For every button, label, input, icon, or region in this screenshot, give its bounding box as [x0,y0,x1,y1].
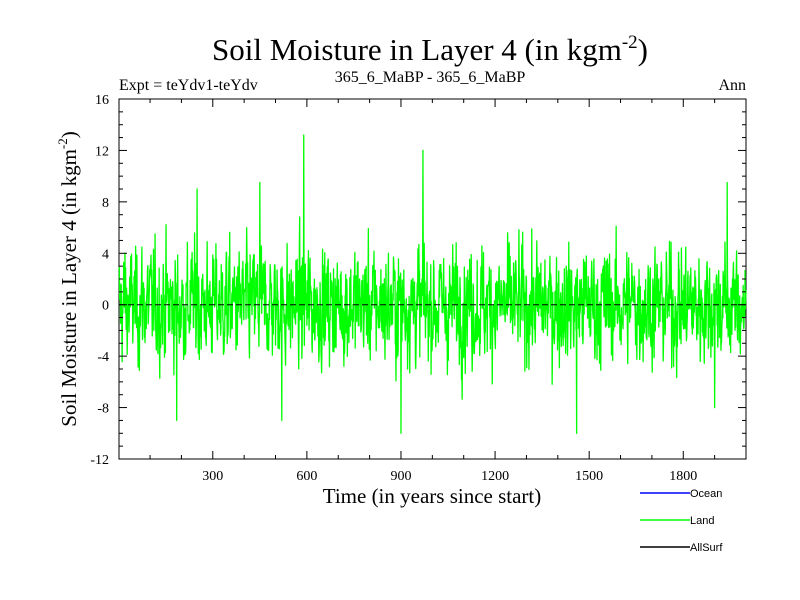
x-axis-label: Time (in years since start) [323,484,542,508]
y-tick-label: 16 [95,93,109,108]
y-tick-label: -4 [97,350,109,365]
x-tick-label: 900 [390,469,411,484]
x-tick-label: 300 [202,469,223,484]
y-tick-label: 0 [102,299,109,314]
legend: Ocean Land AllSurf [640,488,723,554]
chart-title: Soil Moisture in Layer 4 (in kgm-2) [212,32,648,67]
x-tick-label: 1200 [481,469,509,484]
legend-label-land: Land [690,515,714,527]
x-axis-ticks: 300 600 900 1200 1500 1800 [149,99,716,484]
legend-label-allsurf: AllSurf [690,542,723,554]
x-tick-label: 1500 [575,469,603,484]
y-tick-label: 12 [95,144,109,159]
y-tick-label: -8 [97,402,109,417]
x-tick-label: 1800 [669,469,697,484]
x-tick-label: 600 [296,469,317,484]
legend-label-ocean: Ocean [690,488,722,500]
subtitle-right: Ann [718,77,746,94]
series-line-land [118,134,747,434]
y-tick-label: 8 [102,196,109,211]
series-group [118,134,747,434]
y-axis-ticks: -12 -8 -4 0 4 8 12 16 [90,93,746,468]
y-tick-label: -12 [90,453,109,468]
y-tick-label: 4 [102,247,109,262]
subtitle-center: 365_6_MaBP - 365_6_MaBP [335,69,526,86]
y-axis-label: Soil Moisture in Layer 4 (in kgm-2) [55,131,81,426]
subtitle-left: Expt = teYdv1-teYdv [119,77,258,94]
